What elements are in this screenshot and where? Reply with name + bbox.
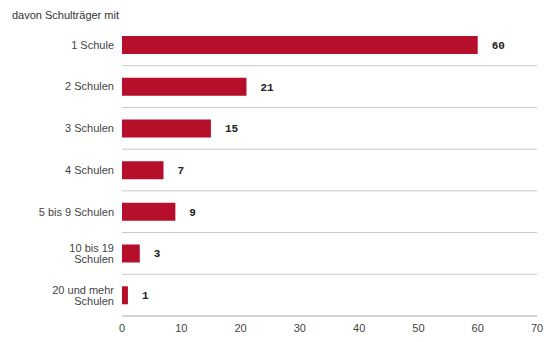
svg-text:20: 20 (234, 322, 246, 334)
svg-text:7: 7 (178, 165, 185, 177)
svg-text:60: 60 (492, 40, 505, 52)
svg-text:9: 9 (189, 207, 196, 219)
svg-text:60: 60 (472, 322, 484, 334)
svg-text:0: 0 (119, 322, 125, 334)
svg-text:10 bis 19Schulen: 10 bis 19Schulen (69, 242, 114, 265)
svg-text:5 bis 9 Schulen: 5 bis 9 Schulen (39, 206, 114, 218)
svg-text:20 und mehrSchulen: 20 und mehrSchulen (52, 284, 114, 307)
svg-text:1 Schule: 1 Schule (71, 39, 114, 51)
svg-text:70: 70 (531, 322, 543, 334)
html-text:davon Schulträger mit: davon Schulträger mit (12, 9, 119, 21)
svg-text:10: 10 (175, 322, 187, 334)
svg-text:3: 3 (154, 248, 161, 260)
svg-text:21: 21 (261, 82, 275, 94)
svg-text:30: 30 (294, 322, 306, 334)
svg-text:3 Schulen: 3 Schulen (65, 122, 114, 134)
svg-text:2 Schulen: 2 Schulen (65, 80, 114, 92)
svg-text:4 Schulen: 4 Schulen (65, 164, 114, 176)
svg-text:1: 1 (142, 290, 149, 302)
svg-text:40: 40 (353, 322, 365, 334)
svg-text:15: 15 (225, 123, 239, 135)
svg-text:50: 50 (412, 322, 424, 334)
